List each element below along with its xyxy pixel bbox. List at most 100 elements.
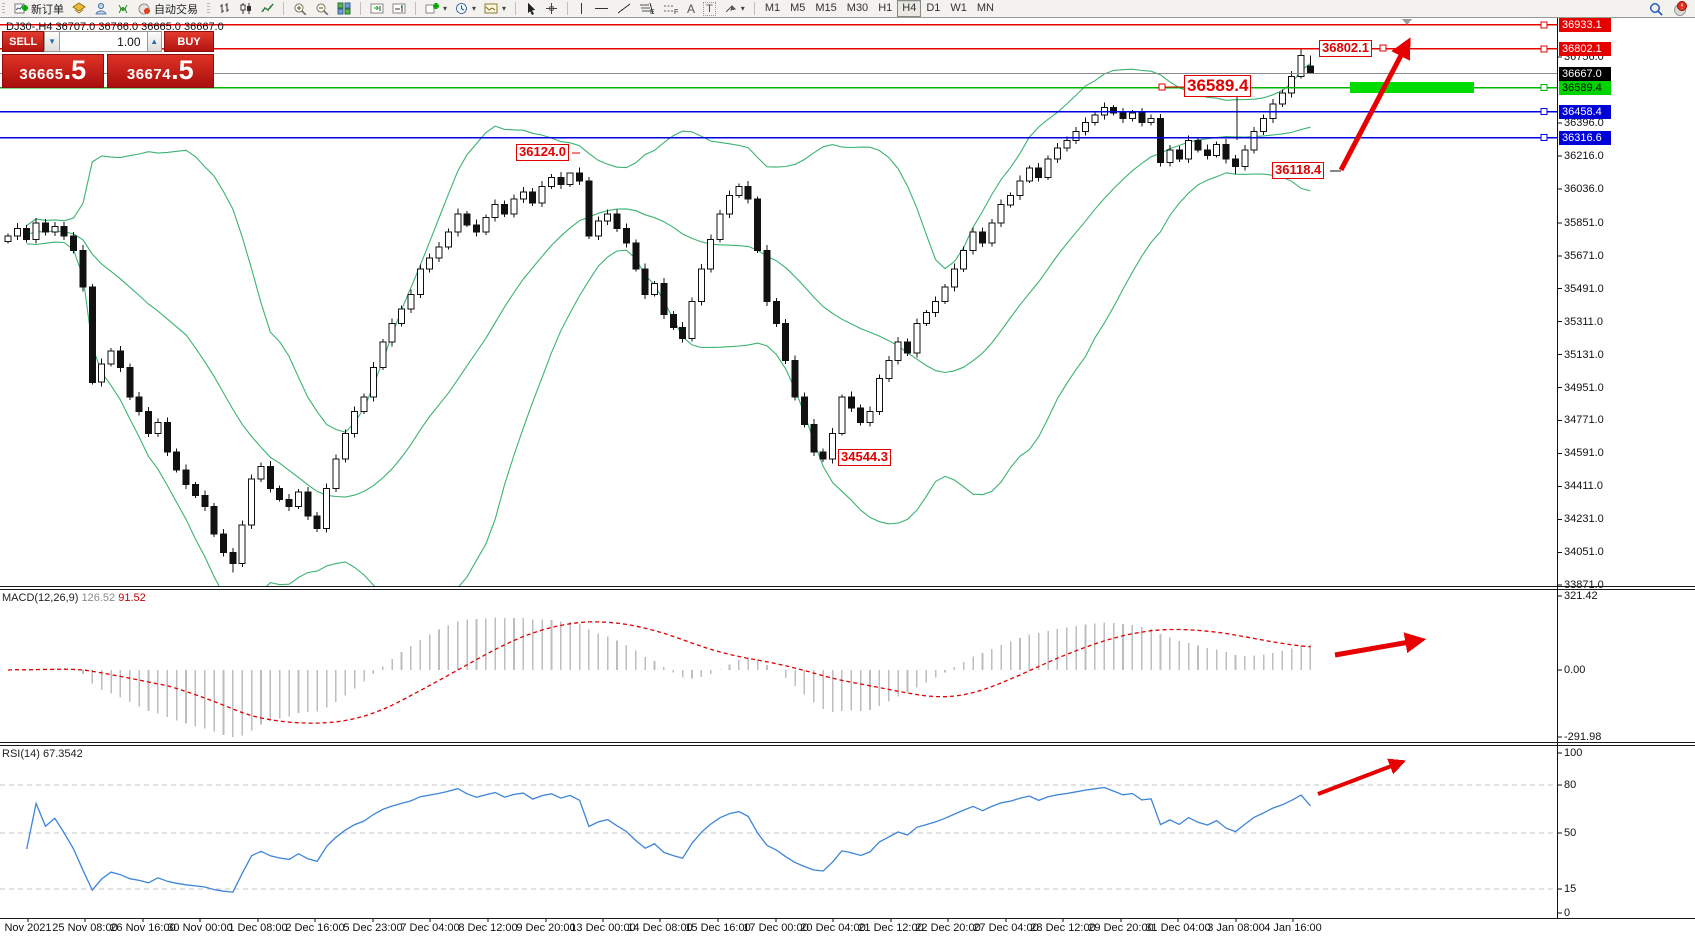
panel-separator[interactable] (0, 745, 1695, 746)
time-tick-label: 25 Nov 08:00 (52, 922, 118, 934)
notifications-button[interactable] (1668, 0, 1692, 17)
time-tick-label: 13 Dec 00:00 (570, 922, 636, 934)
template-icon (484, 3, 498, 14)
panel-separator[interactable] (0, 589, 1695, 590)
support-highlight-band[interactable] (1350, 82, 1474, 93)
candlestick-chart[interactable] (0, 18, 1557, 586)
toolbar-grip[interactable] (2, 3, 5, 14)
panel-separator[interactable] (0, 742, 1695, 743)
candlestick-button[interactable] (236, 0, 257, 17)
time-tick-label: 17 Dec 00:00 (743, 922, 809, 934)
crosshair-tool-button[interactable] (541, 0, 562, 17)
time-tick-label: 14 Dec 08:00 (627, 922, 693, 934)
fibonacci-tool-button[interactable]: E (635, 0, 659, 17)
toolbar: 新订单 自动交易 ▾ ▾ (0, 0, 1695, 18)
auto-trading-button[interactable]: 自动交易 (134, 0, 202, 17)
timeframe-d1[interactable]: D1 (926, 2, 941, 14)
timeframe-m15[interactable]: M15 (815, 2, 837, 14)
bar-chart-button[interactable] (215, 0, 236, 17)
label-tool-button[interactable]: T (699, 0, 720, 17)
period-clock-button[interactable]: ▾ (451, 0, 480, 17)
buy-price-main: 36674 (126, 66, 172, 83)
template-button[interactable]: ▾ (480, 0, 510, 17)
hline-icon (595, 8, 609, 9)
price-annotation[interactable]: 36124.0 (516, 144, 569, 161)
horizontal-price-lines[interactable] (0, 21, 1557, 142)
new-order-button[interactable]: 新订单 (10, 0, 68, 17)
profile-button[interactable] (90, 0, 112, 17)
time-tick-label: 4 Jan 16:00 (1264, 922, 1322, 934)
zoom-out-icon (316, 3, 329, 15)
svg-text:E: E (650, 9, 655, 15)
cursor-tool-button[interactable] (521, 0, 541, 17)
sell-price-display[interactable]: 36665.5 (2, 54, 104, 88)
macd-panel-chart[interactable] (0, 590, 1557, 742)
timeframe-m5[interactable]: M5 (790, 2, 806, 14)
timeframe-mn[interactable]: MN (976, 2, 994, 14)
volume-up-button[interactable]: ▲ (146, 31, 162, 52)
trendline-tool-button[interactable] (613, 0, 635, 17)
vline-tool-button[interactable] (573, 0, 590, 17)
add-indicator-button[interactable]: ▾ (421, 0, 451, 17)
rsi-name: RSI(14) (2, 748, 40, 760)
time-tick-label: 21 Dec 12:00 (858, 922, 924, 934)
rsi-value: 67.3542 (42, 748, 83, 760)
buy-price-display[interactable]: 36674.5 (106, 54, 214, 88)
chart-plus-icon (14, 3, 28, 14)
panel-separator[interactable] (0, 586, 1695, 587)
buy-button[interactable]: BUY (163, 31, 215, 52)
search-icon (1650, 2, 1663, 16)
timeframe-buttons: M1 M5 M15 M30 H1 H4 D1 W1 MN (757, 0, 1002, 17)
price-tick-label: 34411.0 (1564, 480, 1603, 493)
sell-price-main: 36665 (19, 66, 64, 83)
sell-button[interactable]: SELL (2, 31, 45, 52)
scroll-end-icon (370, 3, 384, 14)
shapes-tool-button[interactable]: ▾ (720, 0, 749, 17)
price-annotation[interactable]: 36589.4 (1184, 75, 1252, 97)
shapes-icon (725, 5, 736, 13)
toolbar-grip[interactable] (207, 3, 210, 14)
price-badge: 36802.1 (1559, 41, 1611, 56)
timeframe-h4[interactable]: H4 (897, 0, 922, 17)
scroll-end-button[interactable] (366, 0, 388, 17)
time-axis-separator (0, 918, 1695, 919)
text-icon: A (687, 1, 696, 16)
search-button[interactable] (1645, 0, 1668, 17)
price-badge: 36933.1 (1559, 17, 1611, 32)
timeframe-w1[interactable]: W1 (950, 2, 967, 14)
price-tick-label: 35311.0 (1564, 315, 1603, 328)
rsi-axis-label: 15 (1564, 883, 1577, 895)
hline-tool-button[interactable] (590, 0, 613, 17)
label-icon: T (703, 1, 716, 16)
volume-input[interactable]: 1.00 (59, 31, 147, 52)
signal-button[interactable] (112, 0, 134, 17)
price-annotation[interactable]: 34544.3 (838, 449, 891, 466)
channel-tool-button[interactable]: F (659, 0, 683, 17)
timeframe-m1[interactable]: M1 (764, 2, 781, 14)
volume-down-button[interactable]: ▼ (44, 31, 60, 52)
bollinger-bands (26, 63, 1311, 586)
tile-windows-icon (337, 2, 351, 15)
zoom-out-button[interactable] (311, 0, 333, 17)
price-annotation[interactable]: 36118.4 (1272, 162, 1325, 179)
svg-text:F: F (674, 9, 678, 15)
tile-windows-button[interactable] (333, 0, 355, 17)
shift-end-button[interactable] (388, 0, 410, 17)
price-annotation[interactable]: 36802.1 (1319, 40, 1372, 57)
rsi-axis-label: 50 (1564, 827, 1577, 839)
layers-button[interactable] (68, 0, 90, 17)
rsi-axis-label: 0 (1564, 907, 1571, 919)
price-tick-label: 34951.0 (1564, 381, 1604, 394)
timeframe-h1[interactable]: H1 (878, 2, 893, 14)
timeframe-m30[interactable]: M30 (846, 2, 869, 14)
time-tick-label: 20 Dec 04:00 (800, 922, 866, 934)
macd-axis-label: -291.98 (1564, 731, 1602, 744)
chart-title: DJ30-,H4 36707.0 36766.0 36665.0 36667.0 (6, 21, 224, 33)
price-tick-label: 35131.0 (1564, 348, 1604, 361)
zoom-in-button[interactable] (289, 0, 311, 17)
text-tool-button[interactable]: A (683, 0, 699, 17)
line-chart-button[interactable] (257, 0, 278, 17)
rsi-panel-chart[interactable] (0, 746, 1557, 918)
channel-icon: F (664, 5, 678, 15)
